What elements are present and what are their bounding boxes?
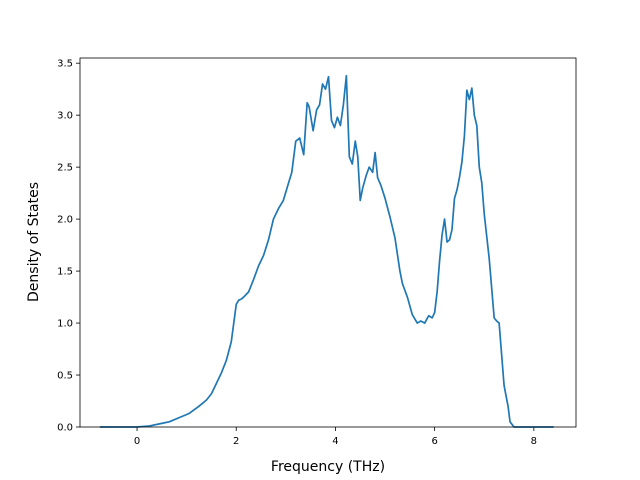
y-tick-label: 1.0	[57, 319, 73, 330]
x-tick-label: 4	[332, 436, 338, 447]
y-axis-label: Density of States	[26, 182, 42, 302]
y-tick-label: 3.5	[57, 59, 73, 70]
x-tick-label: 2	[233, 436, 239, 447]
y-tick-label: 0.0	[57, 423, 73, 434]
x-tick-label: 8	[531, 436, 537, 447]
x-tick-label: 0	[134, 436, 140, 447]
y-ticks: 0.0 0.5 1.0 1.5 2.0 2.5 3.0 3.5	[57, 59, 80, 434]
dos-line	[99, 74, 554, 428]
y-tick-label: 3.0	[57, 111, 73, 122]
y-tick-label: 0.5	[57, 371, 73, 382]
plot-frame	[79, 57, 577, 428]
x-axis-label: Frequency (THz)	[271, 459, 385, 475]
y-tick-label: 2.0	[57, 215, 73, 226]
y-tick-label: 2.5	[57, 163, 73, 174]
y-tick-label: 1.5	[57, 267, 73, 278]
x-ticks: 0 2 4 6 8	[134, 427, 537, 447]
x-tick-label: 6	[431, 436, 437, 447]
